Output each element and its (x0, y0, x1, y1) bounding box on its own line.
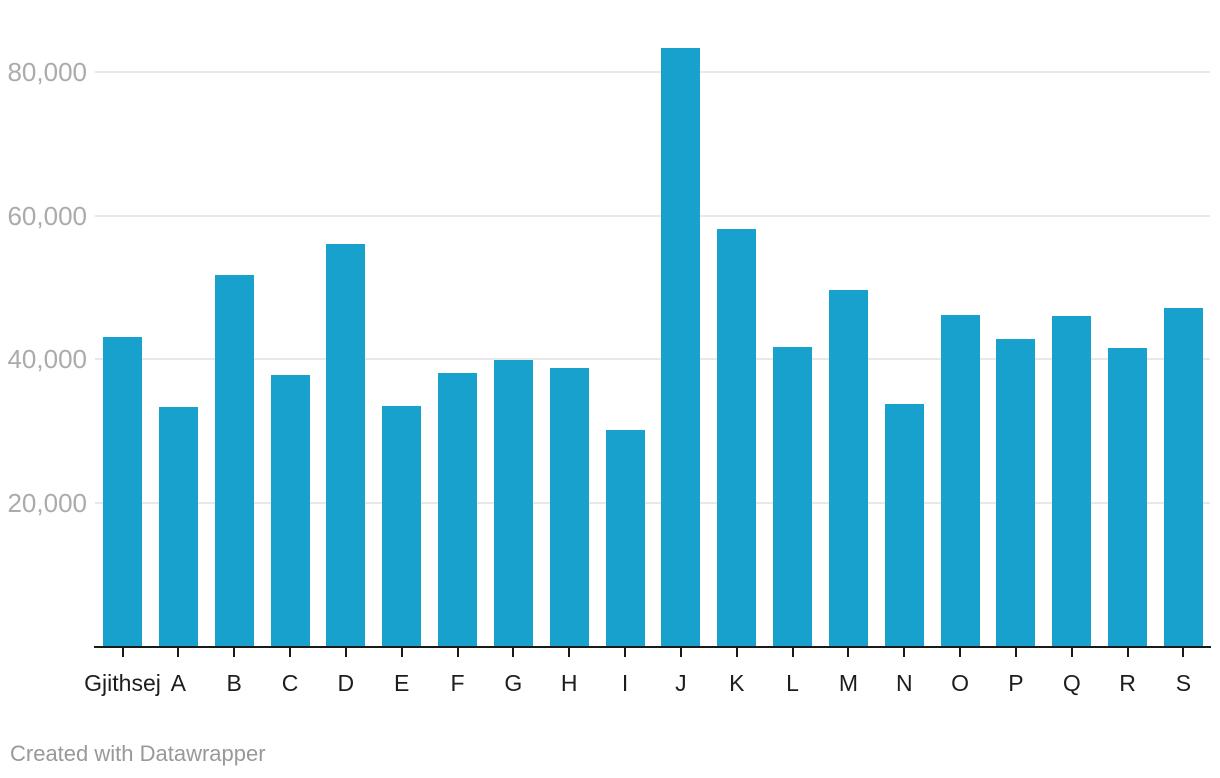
gridline-40000 (95, 358, 1210, 361)
bar-r[interactable] (1108, 348, 1148, 647)
bar-f[interactable] (438, 373, 478, 647)
x-axis-tick (456, 648, 459, 657)
x-axis-tick (1182, 648, 1185, 657)
x-axis-label-m: M (838, 670, 858, 696)
x-axis-tick (121, 648, 124, 657)
x-axis-label-d: D (337, 670, 355, 696)
x-axis-tick (847, 648, 850, 657)
x-axis-label-gjithsej: Gjithsej (84, 670, 161, 696)
gridline-60000 (95, 214, 1210, 217)
x-axis-tick (177, 648, 180, 657)
y-axis-tick-label: 80,000 (7, 56, 87, 87)
bar-h[interactable] (549, 368, 589, 647)
x-axis-line (94, 646, 1211, 648)
bar-gjithsej[interactable] (103, 337, 142, 647)
bar-p[interactable] (996, 339, 1036, 647)
x-axis-tick (568, 648, 571, 657)
x-axis-label-e: E (394, 670, 410, 696)
x-axis-tick (735, 648, 738, 657)
y-axis-tick-label: 20,000 (7, 488, 87, 519)
x-axis-tick (903, 648, 906, 657)
x-axis-tick (233, 648, 236, 657)
x-axis-label-a: A (170, 670, 186, 696)
x-axis-tick (344, 648, 347, 657)
bar-s[interactable] (1163, 308, 1203, 647)
x-axis-tick (1070, 648, 1073, 657)
bar-c[interactable] (270, 375, 310, 647)
x-axis-tick (1014, 648, 1017, 657)
x-axis-tick (959, 648, 962, 657)
x-axis-label-s: S (1175, 670, 1192, 696)
plot-area (95, 0, 1210, 647)
x-axis-label-k: K (729, 670, 745, 696)
x-axis-tick (400, 648, 403, 657)
bar-k[interactable] (717, 229, 757, 647)
bar-o[interactable] (940, 315, 980, 647)
x-axis-label-n: N (895, 670, 913, 696)
datawrapper-credit-link[interactable]: Created with Datawrapper (10, 741, 266, 766)
x-axis-tick (791, 648, 794, 657)
bar-j[interactable] (661, 48, 701, 647)
bar-n[interactable] (884, 404, 924, 647)
x-axis-tick (624, 648, 627, 657)
x-axis-label-i: I (621, 670, 629, 696)
y-axis-tick-label: 60,000 (7, 200, 87, 231)
x-axis-label-h: H (560, 670, 578, 696)
x-axis-label-g: G (504, 670, 523, 696)
x-axis-label-p: P (1008, 670, 1024, 696)
gridline-20000 (95, 502, 1210, 505)
y-axis-tick-label: 40,000 (7, 344, 87, 375)
bar-d[interactable] (326, 244, 366, 647)
bar-m[interactable] (828, 290, 868, 647)
x-axis-tick (289, 648, 292, 657)
gridline-80000 (95, 70, 1210, 73)
x-axis-tick (512, 648, 515, 657)
bar-l[interactable] (773, 347, 813, 647)
x-axis-label-c: C (281, 670, 299, 696)
x-axis-tick (679, 648, 682, 657)
footer: Created with Datawrapper (10, 741, 266, 767)
x-axis-label-f: F (450, 670, 465, 696)
bar-e[interactable] (382, 406, 422, 647)
x-axis-label-j: J (675, 670, 687, 696)
x-axis-label-l: L (786, 670, 799, 696)
bar-b[interactable] (214, 275, 254, 647)
bar-a[interactable] (158, 407, 198, 647)
x-axis-label-r: R (1119, 670, 1136, 696)
x-axis-label-b: B (226, 670, 242, 696)
x-axis-label-o: O (951, 670, 970, 696)
bar-i[interactable] (605, 430, 645, 647)
bar-q[interactable] (1052, 316, 1092, 647)
x-axis-label-q: Q (1062, 670, 1081, 696)
x-axis-tick (1126, 648, 1129, 657)
bar-g[interactable] (493, 360, 533, 647)
